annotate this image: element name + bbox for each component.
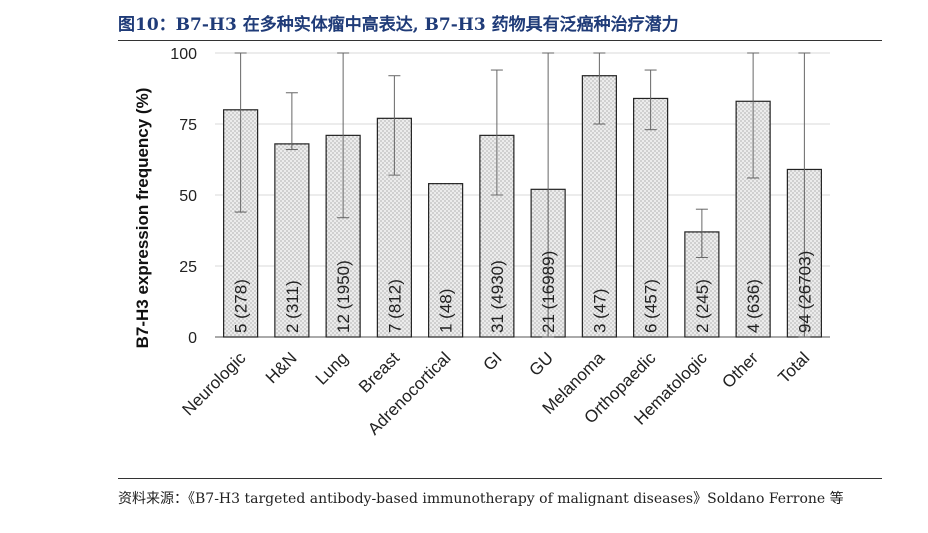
figure-title: 图10：B7-H3 在多种实体瘤中高表达, B7-H3 药物具有泛癌种治疗潜力 <box>118 15 679 35</box>
x-tick-label: Other <box>718 348 762 392</box>
bar-data-label: 2 (245) <box>693 279 712 333</box>
x-tick-label: Lung <box>312 348 352 388</box>
bar-data-label: 7 (812) <box>385 279 404 333</box>
bar-data-label: 21 (16989) <box>539 251 558 333</box>
x-tick-label: Breast <box>355 348 403 396</box>
x-tick-label: GU <box>525 348 556 379</box>
bottom-rule <box>118 478 882 479</box>
y-tick-label: 0 <box>188 330 197 347</box>
y-tick-label: 50 <box>179 188 197 205</box>
bar-data-label: 6 (457) <box>642 279 661 333</box>
bar-data-label: 4 (636) <box>744 279 763 333</box>
x-tick-label: Total <box>774 348 813 387</box>
x-tick-label: H&N <box>262 348 301 387</box>
bar-data-label: 2 (311) <box>283 280 302 333</box>
bar-data-label: 5 (278) <box>232 279 251 333</box>
top-rule <box>118 40 882 41</box>
bar-data-label: 1 (48) <box>437 289 456 333</box>
y-tick-label: 25 <box>179 259 197 276</box>
source-note: 资料来源：《B7-H3 targeted antibody-based immu… <box>118 491 844 507</box>
y-tick-label: 75 <box>179 117 197 134</box>
x-tick-label: Neurologic <box>179 348 250 419</box>
x-tick-label: GI <box>480 348 506 374</box>
bar-data-label: 31 (4930) <box>488 260 507 333</box>
bar-orthopaedic <box>633 97 669 338</box>
bar-data-label: 94 (26703) <box>795 251 814 333</box>
y-tick-label: 100 <box>170 46 197 63</box>
bar-data-label: 3 (47) <box>590 289 609 333</box>
y-axis-label: B7-H3 expression frequency (%) <box>133 88 152 349</box>
bar-data-label: 12 (1950) <box>334 260 353 333</box>
bar-adrenocortical <box>428 183 464 338</box>
bars-layer: 5 (278) 2 (311) 12 (1950) 7 (812) 1 (48) 31 (… <box>223 52 822 338</box>
bar-h-n <box>274 143 310 338</box>
